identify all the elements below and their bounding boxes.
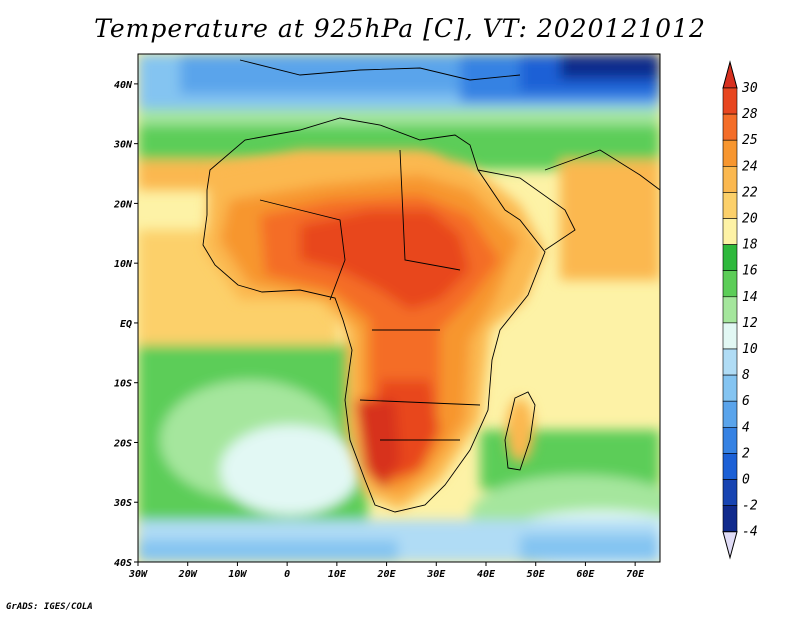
- colorbar-label: 24: [742, 159, 758, 174]
- colorbar-swatch: [722, 218, 738, 245]
- y-tick-label: 20S: [113, 438, 132, 449]
- x-tick-label: 10W: [228, 569, 247, 580]
- colorbar-label: 10: [742, 342, 758, 357]
- colorbar-label: 12: [742, 316, 758, 331]
- colorbar-swatch: [722, 453, 738, 480]
- colorbar-label: 20: [742, 212, 758, 227]
- x-tick-label: 20E: [377, 569, 397, 580]
- colorbar-label: 0: [742, 473, 750, 488]
- x-tick-label: 30W: [128, 569, 148, 580]
- colorbar-label: 16: [742, 264, 758, 279]
- x-tick-label: 0: [284, 569, 290, 580]
- x-tick-label: 40E: [477, 569, 496, 580]
- colorbar-swatch: [722, 505, 738, 533]
- y-tick-label: 10N: [114, 259, 133, 270]
- colorbar-swatch: [722, 113, 738, 141]
- chart-title: Temperature at 925hPa [C], VT: 202012101…: [94, 14, 706, 43]
- x-tick-label: 20W: [178, 569, 198, 580]
- y-tick-label: 40S: [114, 558, 132, 569]
- y-tick-label: 10S: [114, 379, 132, 390]
- colorbar-swatch: [722, 374, 738, 402]
- colorbar-bottom-arrow: [722, 531, 738, 560]
- colorbar-label: 28: [742, 107, 758, 122]
- footer-credit: GrADS: IGES/COLA: [6, 602, 93, 612]
- colorbar-swatch: [722, 270, 738, 298]
- colorbar-swatch: [722, 166, 738, 193]
- colorbar-swatch: [722, 87, 738, 115]
- y-tick-label: 30N: [113, 140, 133, 151]
- colorbar-label: 30: [741, 81, 758, 96]
- map-frame: [137, 53, 661, 563]
- colorbar-swatch: [722, 244, 738, 272]
- axis-ticks: 30W 20W 10W 0 10E 20E 30E 40E 50E 60E 70E 40N 30N 20N…: [113, 80, 645, 580]
- colorbar-label: 4: [742, 420, 750, 435]
- colorbar-label: -4: [742, 525, 758, 540]
- colorbar-swatch: [722, 192, 738, 219]
- colorbar-label: 14: [742, 290, 758, 305]
- colorbar-label: -2: [742, 499, 758, 514]
- colorbar-swatch: [722, 400, 738, 428]
- colorbar-top-arrow: [722, 60, 738, 89]
- colorbar-label: 2: [742, 446, 750, 461]
- colorbar-label: 22: [742, 185, 758, 200]
- colorbar-swatch: [722, 322, 738, 350]
- colorbar-swatch: [722, 426, 738, 454]
- x-tick-label: 60E: [576, 569, 595, 580]
- coastlines: [202, 59, 660, 513]
- x-tick-label: 50E: [527, 569, 546, 580]
- colorbar-swatch: [722, 479, 738, 506]
- colorbar-swatch: [722, 296, 738, 324]
- y-tick-label: 40N: [114, 80, 133, 91]
- x-tick-label: 70E: [626, 569, 645, 580]
- colorbar-label: 8: [742, 368, 750, 383]
- y-tick-label: 30S: [113, 498, 132, 509]
- x-tick-label: 30E: [426, 569, 446, 580]
- colorbar-swatch: [722, 139, 738, 167]
- colorbar-label: 18: [742, 238, 758, 253]
- colorbar-label: 6: [742, 394, 750, 409]
- x-tick-label: 10E: [328, 569, 347, 580]
- y-tick-label: 20N: [113, 199, 133, 210]
- temperature-field: [138, 54, 660, 562]
- y-tick-label: EQ: [120, 319, 132, 330]
- colorbar-label: 25: [742, 133, 758, 148]
- colorbar-swatch: [722, 348, 738, 376]
